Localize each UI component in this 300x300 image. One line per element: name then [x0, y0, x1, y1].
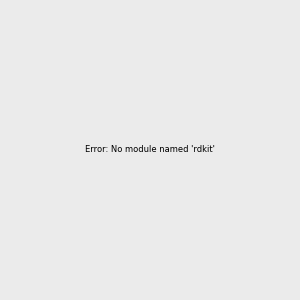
Text: Error: No module named 'rdkit': Error: No module named 'rdkit': [85, 146, 215, 154]
